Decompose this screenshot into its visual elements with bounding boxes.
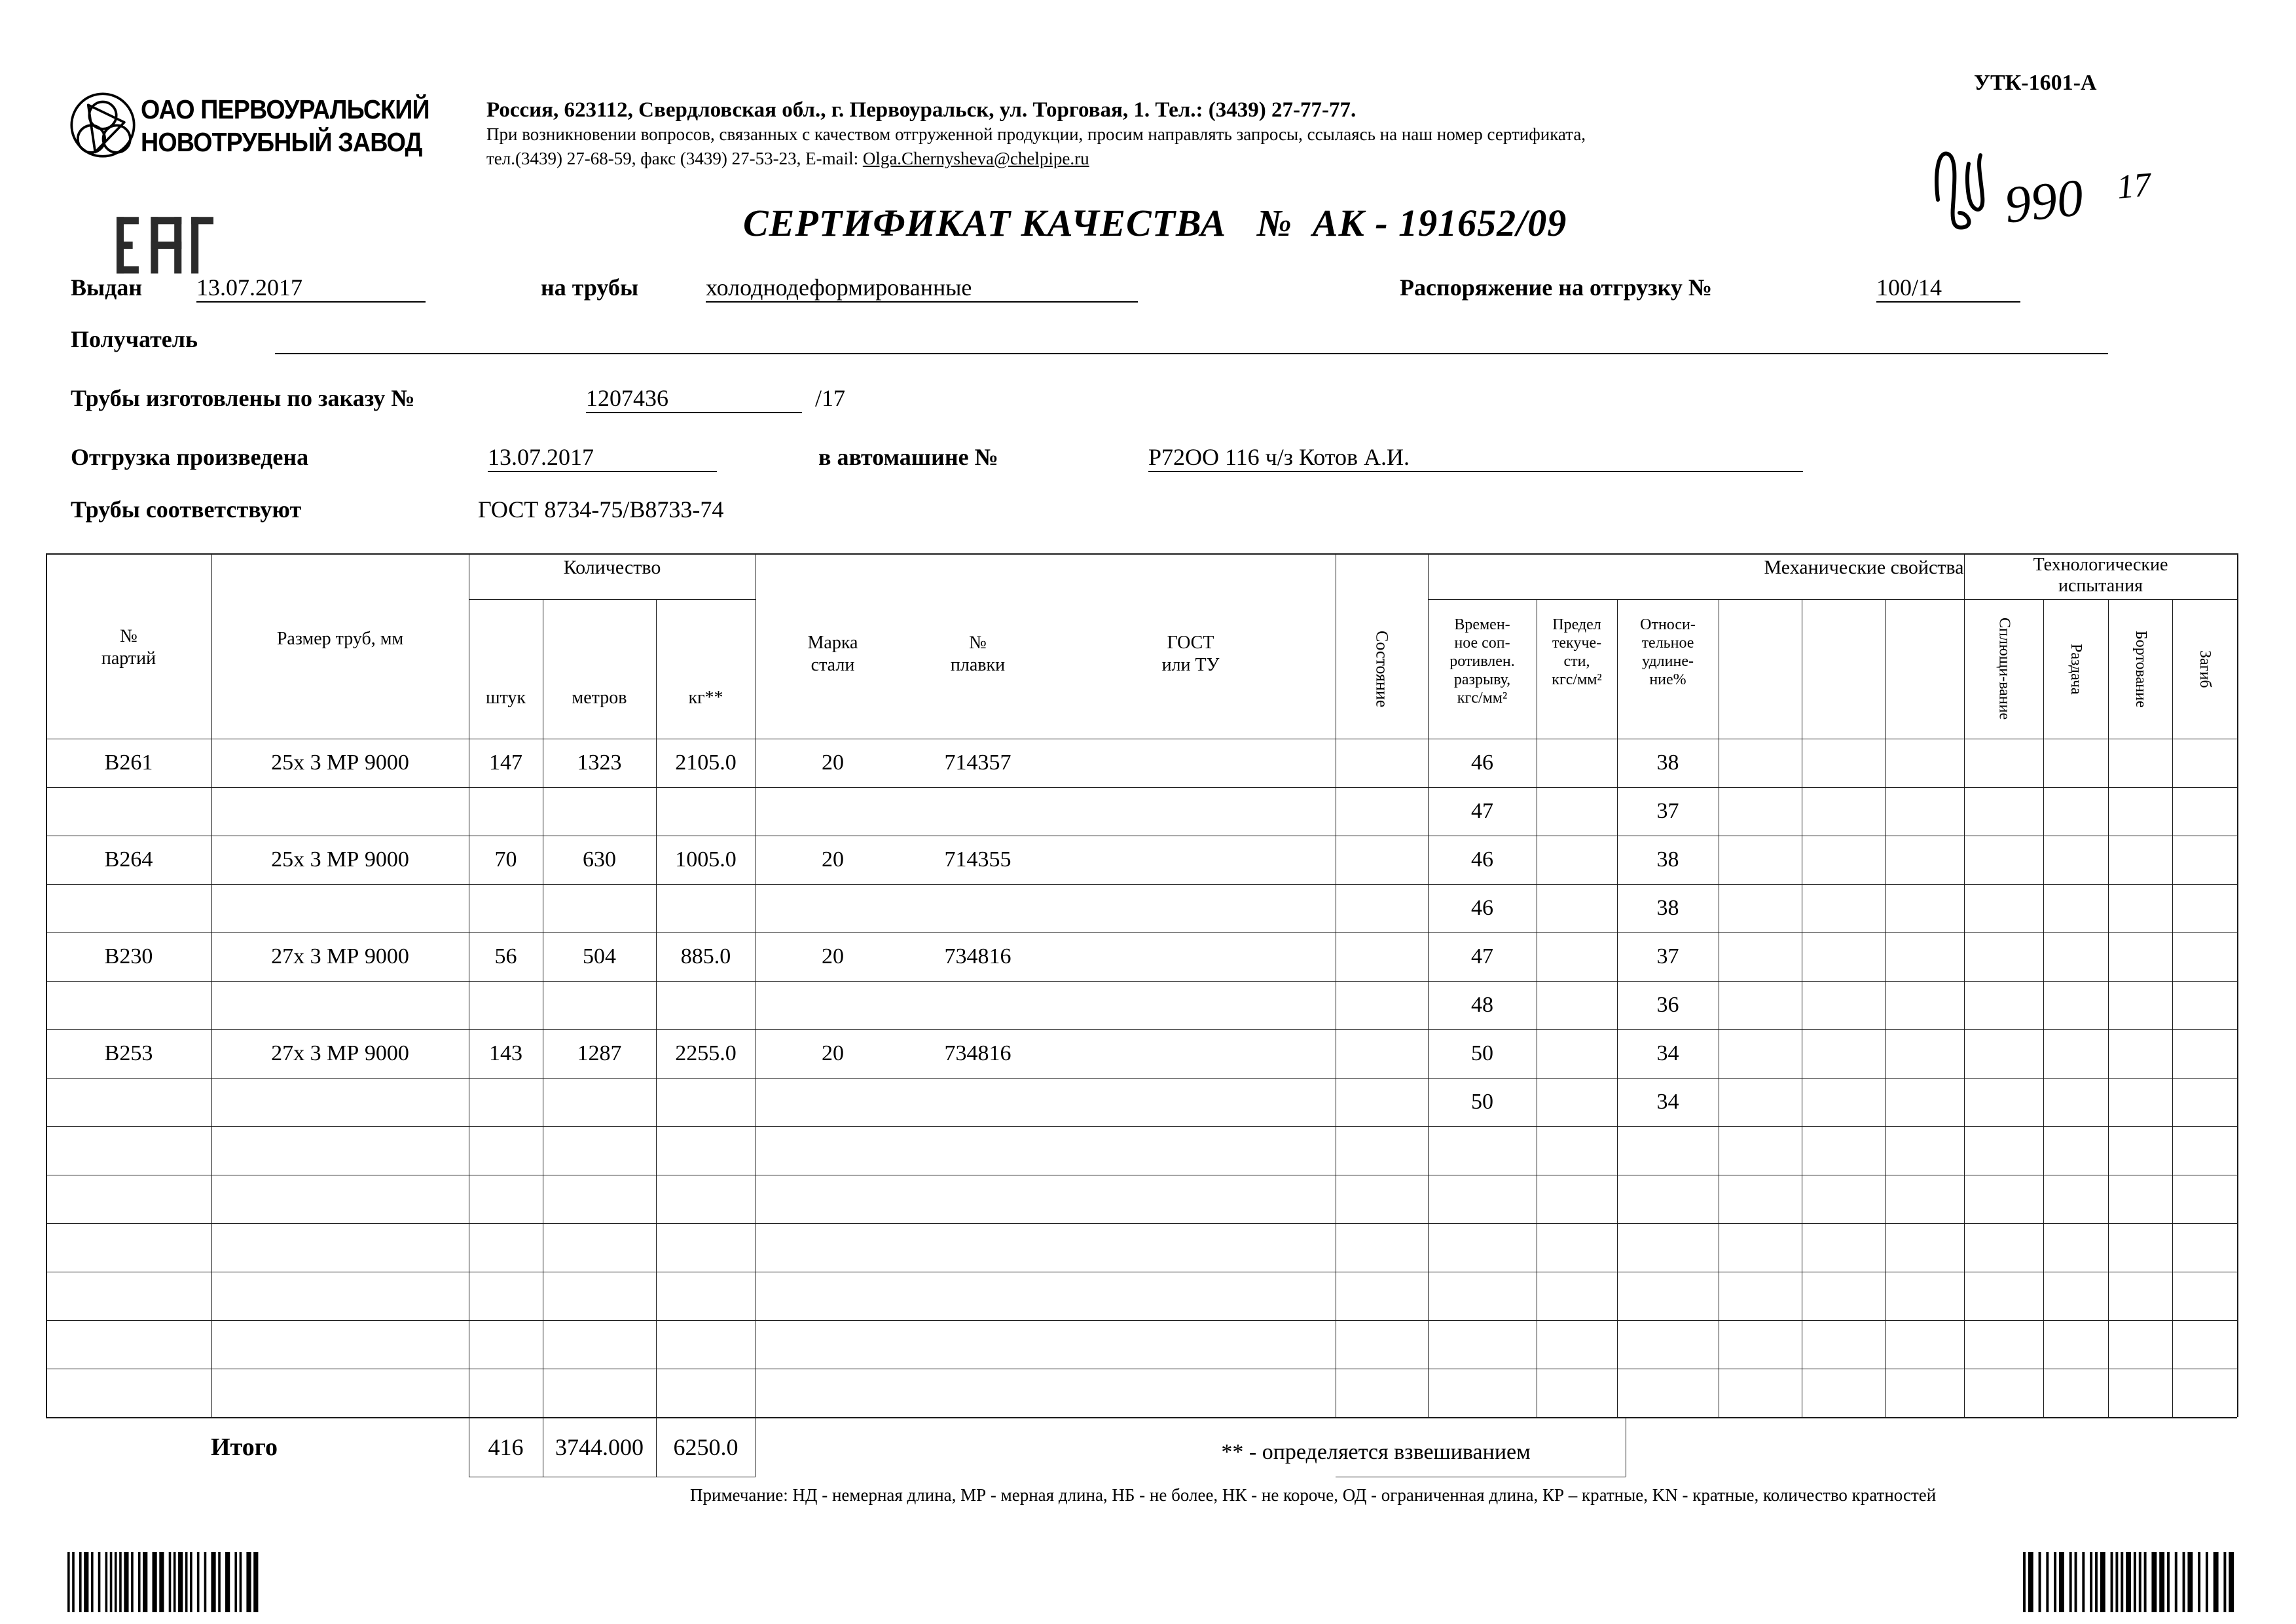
svg-text:17: 17 — [2115, 166, 2154, 206]
svg-text:990: 990 — [2002, 169, 2086, 234]
